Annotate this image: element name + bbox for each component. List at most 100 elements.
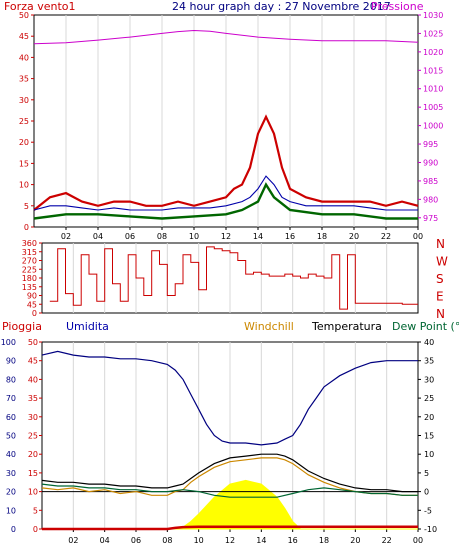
windchill-line [41,457,418,496]
wind-tick-label: 5 [24,202,29,211]
time-tick-label: 12 [225,536,235,545]
temperature-tick-label: -10 [424,525,437,534]
time-tick-label: 18 [319,536,329,545]
time-tick-label: 02 [68,536,78,545]
rain-tick-label: 40 [28,375,38,384]
rain-line [42,525,418,531]
wind-tick-label: 15 [19,159,29,168]
wind-direction-line [49,246,418,310]
time-tick-label: 12 [221,232,231,241]
time-tick-label: 08 [162,536,172,545]
temperature-tick-label: 30 [424,375,434,384]
temperature-humidity-grid [72,342,388,529]
temperature-tick-label: 40 [424,338,434,347]
humidity-tick-label: 30 [6,469,16,478]
wind-average-line [33,182,418,220]
temperature-line [41,453,418,493]
degree-tick-label: 180 [22,274,37,283]
temperature-tick-label: 20 [424,413,434,422]
degree-tick-label: 135 [22,283,37,292]
rain-tick-label: 45 [28,357,38,366]
temperature-tick-label: 35 [424,357,434,366]
humidity-tick-label: 40 [6,450,16,459]
degree-tick-label: 0 [32,309,37,318]
rain-tick-label: 15 [28,469,38,478]
humidity-tick-label: 60 [6,413,16,422]
degree-tick-label: 90 [27,292,37,301]
temperature-axis-ticks: -10 -5 0 5 10 15 20 25 30 35 40 [418,338,437,534]
wind-tick-label: 20 [19,138,29,147]
pressure-tick-label: 1015 [423,66,443,75]
temperature-tick-label: 25 [424,394,434,403]
rain-tick-label: 35 [28,394,38,403]
time-tick-label: 22 [382,536,392,545]
wind-gust-line [33,114,419,211]
time-tick-label: 22 [381,232,391,241]
temperature-humidity-time-ticks: 02 04 06 08 10 12 14 16 18 20 22 00 [68,529,423,545]
pressure-tick-label: 1025 [423,29,443,38]
compass-label: N [436,307,445,321]
time-tick-label: 06 [131,536,141,545]
time-tick-label: 10 [189,232,199,241]
compass-label: E [436,290,444,304]
degree-tick-label: 360 [22,239,37,248]
time-tick-label: 16 [288,536,298,545]
wind-pressure-series [33,29,419,220]
wind-direction-series [49,246,418,310]
wind-tick-label: 35 [19,75,29,84]
time-tick-label: 14 [253,232,263,241]
time-tick-label: 14 [256,536,266,545]
dewpoint-line [41,483,418,498]
wind-smoothed-line [33,175,418,211]
wind-tick-label: 0 [24,223,29,232]
degree-tick-label: 270 [22,257,37,266]
wind-pressure-grid [65,15,387,227]
time-tick-label: 00 [413,536,423,545]
pressure-line [33,29,419,45]
time-tick-label: 20 [349,232,359,241]
rain-tick-label: 30 [28,413,38,422]
temperature-tick-label: 15 [424,432,434,441]
humidity-tick-label: 0 [11,525,16,534]
rain-tick-label: 50 [28,338,38,347]
humidity-axis-ticks: 0 10 20 30 40 50 60 70 80 90 100 [1,338,16,534]
time-tick-label: 16 [285,232,295,241]
humidity-tick-label: 10 [6,506,16,515]
temperature-tick-label: 0 [424,488,429,497]
dewpoint-legend: Dew Point (°C [392,320,459,333]
wind-axis-ticks: 0 5 10 15 20 25 30 35 40 45 50 [19,11,34,232]
compass-label: W [436,255,448,269]
rain-tick-label: 10 [28,488,38,497]
rain-tick-label: 0 [33,525,38,534]
wind-tick-label: 10 [19,181,29,190]
pressure-tick-label: 1010 [423,85,443,94]
humidity-tick-label: 50 [6,432,16,441]
humidity-tick-label: 70 [6,394,16,403]
humidity-axis-label: Umidita [66,320,109,333]
time-tick-label: 02 [61,232,71,241]
humidity-tick-label: 20 [6,488,16,497]
time-tick-label: 20 [350,536,360,545]
humidity-line [41,350,418,446]
rain-tick-label: 25 [28,432,38,441]
pressure-tick-label: 1005 [423,103,443,112]
wind-tick-label: 45 [19,32,29,41]
rain-tick-label: 5 [33,506,38,515]
time-tick-label: 04 [93,232,103,241]
pressure-axis-label: Pressione [371,0,424,13]
pressure-tick-label: 1020 [423,48,443,57]
rain-tick-label: 20 [28,450,38,459]
pressure-tick-label: 995 [423,140,438,149]
temperature-tick-label: 5 [424,469,429,478]
chart-title: 24 hour graph day : 27 Novembre 2017 [172,0,391,13]
time-tick-label: 00 [413,232,423,241]
rain-axis-label: Pioggia [2,320,42,333]
pressure-tick-label: 990 [423,158,438,167]
humidity-tick-label: 90 [6,357,16,366]
pressure-tick-label: 1000 [423,122,443,131]
